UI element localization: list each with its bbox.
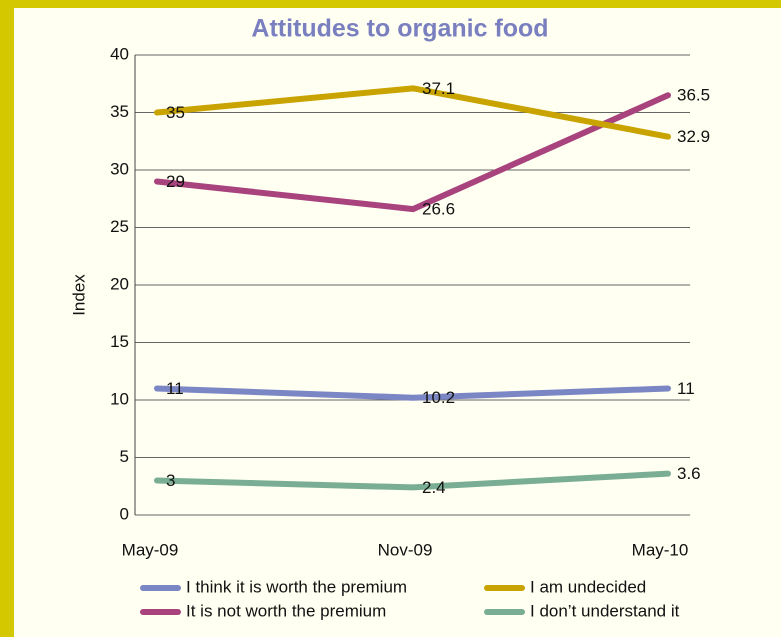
y-tick-label: 0: [120, 504, 129, 523]
y-axis-label: Index: [69, 274, 88, 316]
y-tick-label: 10: [110, 389, 129, 408]
data-label: 26.6: [422, 200, 455, 219]
legend-label: I am undecided: [530, 577, 646, 596]
x-tick-label: May-09: [122, 540, 179, 559]
y-tick-label: 40: [110, 44, 129, 63]
border-top: [0, 0, 781, 8]
series-line: [154, 385, 671, 401]
y-tick-label: 15: [110, 332, 129, 351]
data-label: 35: [166, 103, 185, 122]
y-tick-label: 30: [110, 159, 129, 178]
data-label: 3: [166, 471, 175, 490]
border-left: [0, 0, 14, 637]
x-tick-label: May-10: [632, 540, 689, 559]
y-tick-label: 35: [110, 102, 129, 121]
y-tick-label: 25: [110, 217, 129, 236]
y-tick-label: 5: [120, 447, 129, 466]
data-label: 2.4: [422, 478, 446, 497]
data-label: 37.1: [422, 79, 455, 98]
data-label: 10.2: [422, 388, 455, 407]
legend-label: I think it is worth the premium: [186, 577, 407, 596]
data-label: 3.6: [677, 464, 701, 483]
data-label: 11: [166, 379, 184, 398]
x-tick-label: Nov-09: [378, 540, 433, 559]
series-line: [154, 92, 671, 213]
chart-title: Attitudes to organic food: [251, 15, 548, 43]
y-tick-label: 20: [110, 274, 129, 293]
data-label: 36.5: [677, 86, 710, 105]
data-label: 32.9: [677, 127, 710, 146]
series-line: [154, 470, 671, 491]
legend-label: I don’t understand it: [530, 601, 680, 620]
data-label: 11: [677, 379, 695, 398]
series-line: [154, 85, 671, 140]
legend-label: It is not worth the premium: [186, 601, 386, 620]
data-label: 29: [166, 172, 185, 191]
